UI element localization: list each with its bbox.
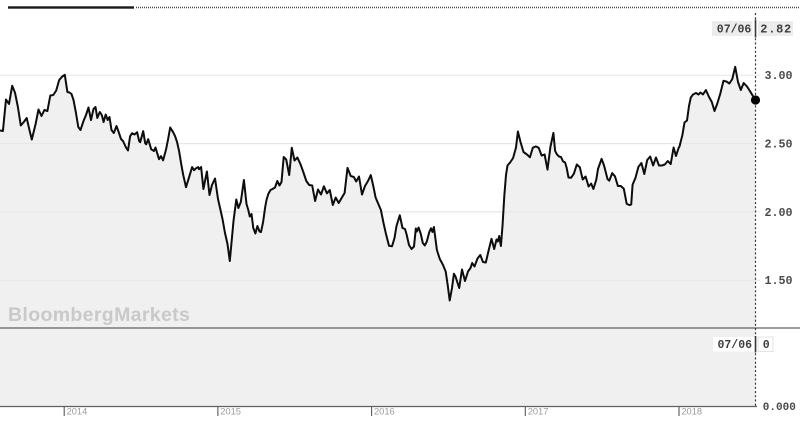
svg-text:07/06: 07/06 (718, 339, 753, 352)
svg-text:2018: 2018 (681, 407, 702, 417)
svg-text:2015: 2015 (220, 407, 241, 417)
svg-text:2.50: 2.50 (765, 138, 793, 152)
svg-text:07/06: 07/06 (717, 24, 752, 37)
svg-text:2.00: 2.00 (765, 206, 793, 220)
svg-text:BloombergMarkets: BloombergMarkets (8, 304, 190, 326)
svg-text:0: 0 (763, 339, 770, 352)
svg-text:0.000: 0.000 (763, 402, 796, 414)
svg-text:2016: 2016 (374, 407, 395, 417)
svg-text:1.50: 1.50 (765, 274, 793, 288)
svg-text:2014: 2014 (67, 407, 88, 417)
svg-text:2.82: 2.82 (760, 23, 792, 37)
svg-text:2017: 2017 (528, 407, 549, 417)
svg-text:3.00: 3.00 (765, 69, 793, 83)
